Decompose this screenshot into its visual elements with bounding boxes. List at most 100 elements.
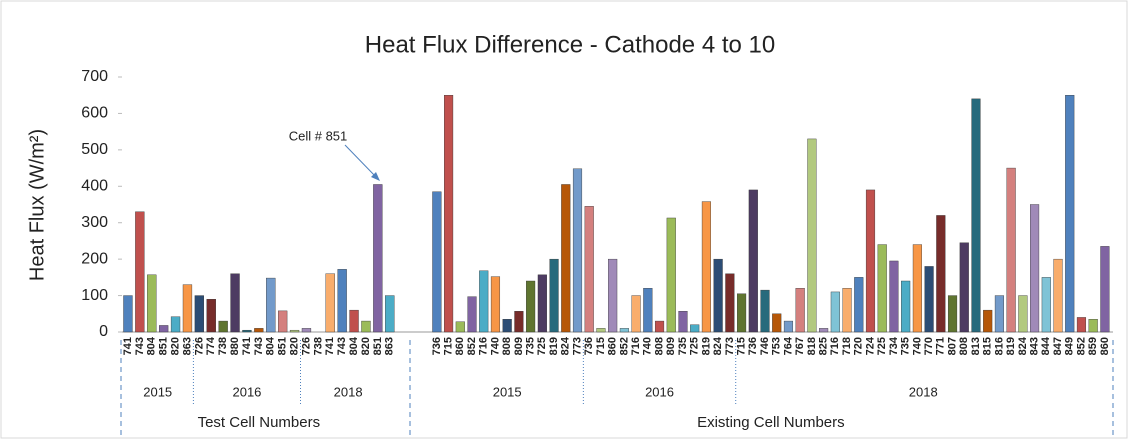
- x-tick-label: 741: [324, 337, 336, 355]
- x-tick-label: 736: [747, 337, 759, 355]
- x-tick-label: 735: [525, 337, 537, 355]
- x-tick-label: 847: [1052, 337, 1064, 355]
- bar: [1030, 204, 1040, 333]
- x-tick-label: 808: [653, 337, 665, 355]
- x-tick-label: 849: [1064, 337, 1076, 355]
- x-tick-label: 740: [911, 337, 923, 355]
- x-tick-label: 860: [1099, 337, 1111, 355]
- x-tick-label: 807: [946, 337, 958, 355]
- y-tick-label: 200: [81, 250, 108, 267]
- y-tick-label: 100: [81, 287, 108, 304]
- bar: [218, 320, 228, 333]
- x-tick-label: 819: [700, 337, 712, 355]
- x-tick-label: 726: [193, 337, 205, 355]
- bar: [608, 258, 618, 333]
- x-tick-label: 851: [277, 337, 289, 355]
- year-label: 2016: [645, 384, 674, 399]
- bar: [912, 244, 922, 333]
- bar: [901, 280, 911, 333]
- bar: [795, 288, 805, 333]
- x-tick-label: 726: [300, 337, 312, 355]
- x-tick-label: 852: [1075, 337, 1087, 355]
- bar: [737, 293, 747, 333]
- x-tick-label: 771: [935, 337, 947, 355]
- x-tick-label: 819: [1005, 337, 1017, 355]
- bar: [301, 328, 312, 333]
- x-tick-label: 715: [595, 337, 607, 355]
- bar: [182, 284, 193, 333]
- bar: [432, 191, 442, 333]
- bar: [1088, 319, 1098, 333]
- x-tick-label: 852: [618, 337, 630, 355]
- chart-title: Heat Flux Difference - Cathode 4 to 10: [365, 31, 775, 58]
- x-tick-label: 804: [348, 336, 360, 355]
- bar: [631, 295, 641, 333]
- bar: [230, 273, 240, 333]
- bar: [479, 270, 489, 333]
- x-tick-label: 816: [993, 337, 1005, 355]
- year-label: 2015: [143, 384, 172, 399]
- y-tick-label: 400: [81, 178, 108, 195]
- bar: [994, 295, 1004, 333]
- x-tick-label: 740: [642, 337, 654, 355]
- bar: [135, 211, 145, 333]
- x-tick-label: 743: [134, 337, 146, 355]
- bar: [1041, 277, 1051, 333]
- bar: [467, 296, 477, 333]
- bar: [854, 277, 864, 333]
- year-label: 2016: [232, 384, 261, 399]
- bar: [983, 309, 993, 333]
- bar: [889, 260, 899, 333]
- x-tick-label: 824: [712, 336, 724, 355]
- bar: [502, 319, 512, 333]
- bar: [325, 273, 335, 333]
- bar: [819, 328, 829, 333]
- year-label: 2018: [909, 384, 938, 399]
- bar: [385, 295, 395, 333]
- x-tick-label: 716: [630, 337, 642, 355]
- x-tick-label: 808: [501, 337, 513, 355]
- bar: [947, 295, 958, 333]
- x-tick-label: 738: [312, 337, 324, 355]
- bar: [701, 201, 711, 333]
- x-tick-label: 813: [970, 337, 982, 355]
- x-tick-label: 715: [442, 337, 454, 355]
- x-tick-label: 773: [724, 337, 736, 355]
- bar: [666, 217, 676, 333]
- group-label: Test Cell Numbers: [198, 414, 321, 431]
- bar: [361, 320, 371, 333]
- bar: [924, 266, 934, 333]
- x-tick-label: 715: [735, 337, 747, 355]
- bar: [455, 321, 465, 333]
- x-tick-label: 880: [229, 337, 241, 355]
- x-tick-label: 820: [288, 337, 300, 355]
- x-tick-label: 815: [982, 337, 994, 355]
- bar: [619, 328, 629, 333]
- bar: [936, 215, 946, 333]
- x-tick-label: 764: [782, 336, 794, 355]
- x-tick-label: 725: [876, 337, 888, 355]
- x-tick-label: 725: [689, 337, 701, 355]
- x-tick-label: 863: [181, 337, 193, 355]
- bar: [147, 274, 157, 333]
- bar: [337, 269, 347, 333]
- x-tick-label: 720: [853, 337, 865, 355]
- bar: [289, 329, 300, 333]
- bar: [596, 328, 606, 333]
- bar: [783, 320, 794, 333]
- bar: [206, 299, 216, 333]
- bar: [760, 289, 770, 333]
- bar: [537, 274, 547, 333]
- x-tick-label: 746: [759, 337, 771, 355]
- x-tick-label: 743: [336, 337, 348, 355]
- bar: [549, 258, 559, 333]
- bar: [158, 325, 169, 333]
- bar: [865, 189, 876, 333]
- x-tick-label: 774: [205, 336, 217, 355]
- bar: [713, 258, 723, 333]
- x-tick-label: 716: [829, 337, 841, 355]
- x-tick-label: 735: [900, 337, 912, 355]
- bar: [959, 242, 969, 333]
- x-tick-label: 820: [360, 337, 372, 355]
